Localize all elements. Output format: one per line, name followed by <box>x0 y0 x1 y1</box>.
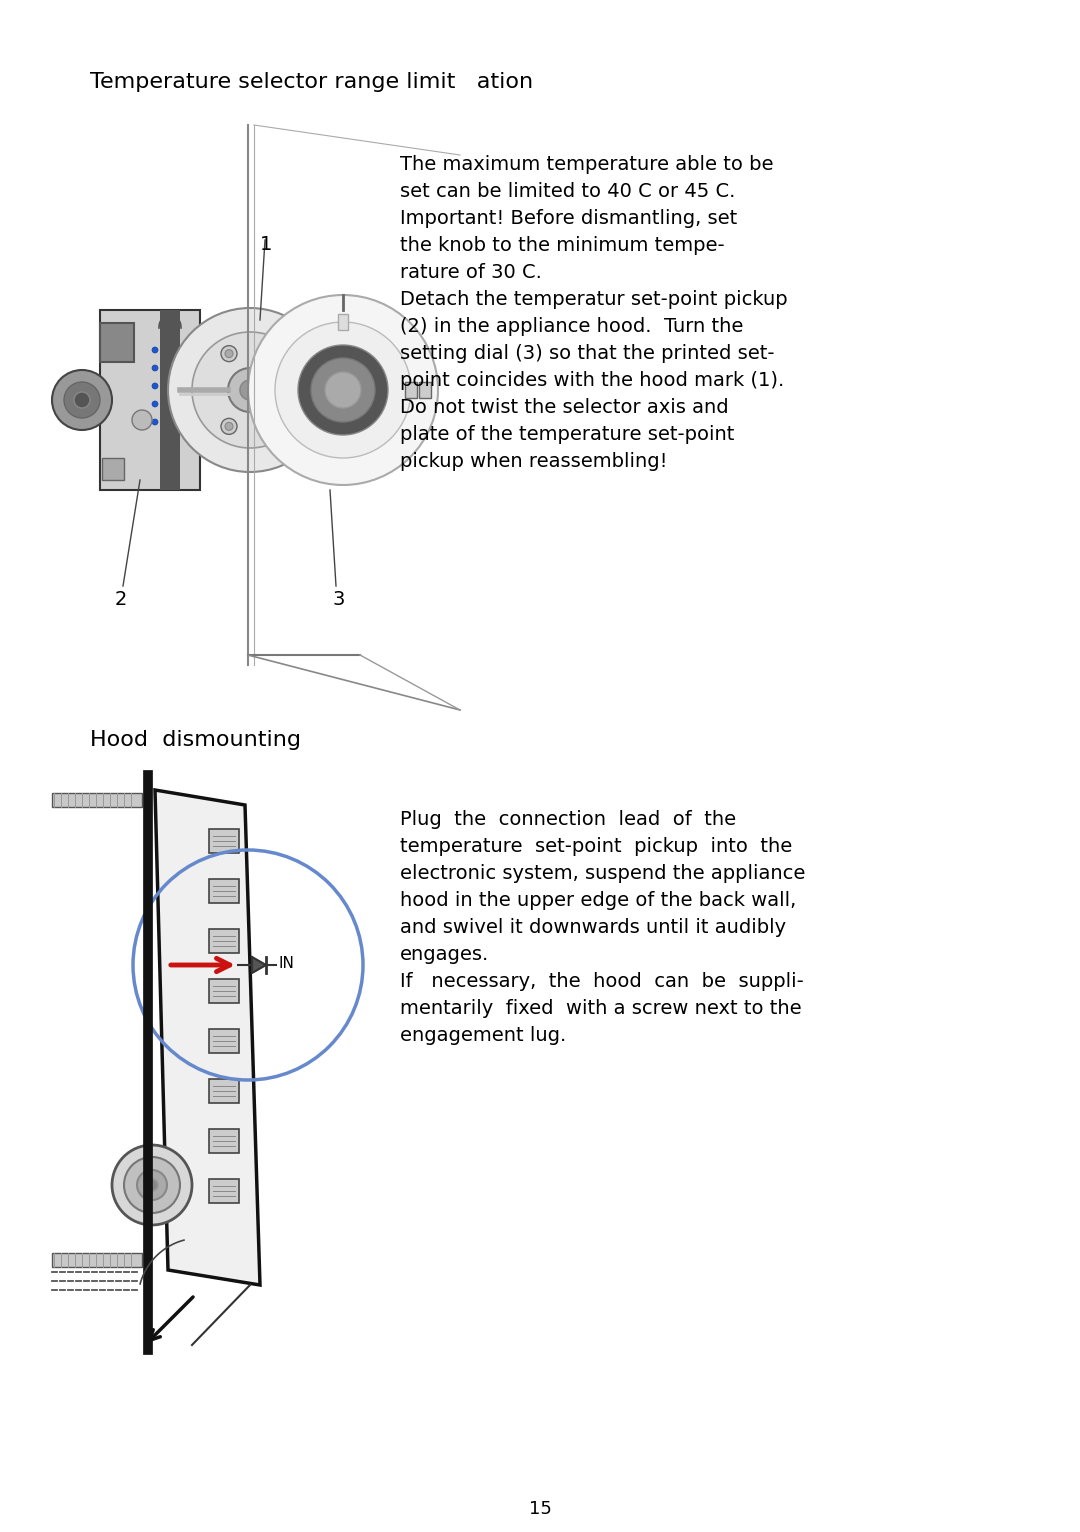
Text: If   necessary,  the  hood  can  be  suppli-: If necessary, the hood can be suppli- <box>400 971 804 991</box>
FancyBboxPatch shape <box>210 1079 239 1103</box>
FancyBboxPatch shape <box>210 1180 239 1203</box>
Circle shape <box>221 346 237 362</box>
FancyBboxPatch shape <box>210 879 239 902</box>
Text: 2: 2 <box>114 590 127 610</box>
Circle shape <box>124 1157 180 1213</box>
Text: (2) in the appliance hood.  Turn the: (2) in the appliance hood. Turn the <box>400 317 743 336</box>
Circle shape <box>325 372 361 408</box>
Circle shape <box>152 348 158 352</box>
Circle shape <box>282 408 291 415</box>
Circle shape <box>75 392 90 408</box>
Circle shape <box>152 418 158 424</box>
Circle shape <box>225 423 233 430</box>
Circle shape <box>137 1170 167 1200</box>
Circle shape <box>282 365 291 372</box>
Circle shape <box>228 368 272 412</box>
Polygon shape <box>156 791 260 1285</box>
Text: The maximum temperature able to be: The maximum temperature able to be <box>400 155 773 175</box>
FancyBboxPatch shape <box>419 381 431 398</box>
Text: and swivel it downwards until it audibly: and swivel it downwards until it audibly <box>400 918 786 938</box>
Text: set can be limited to 40 C or 45 C.: set can be limited to 40 C or 45 C. <box>400 182 735 201</box>
FancyBboxPatch shape <box>210 1030 239 1052</box>
Text: engages.: engages. <box>400 945 489 964</box>
Circle shape <box>221 418 237 435</box>
FancyBboxPatch shape <box>338 314 348 329</box>
Circle shape <box>64 381 100 418</box>
Text: point coincides with the hood mark (1).: point coincides with the hood mark (1). <box>400 371 784 391</box>
Text: mentarily  fixed  with a screw next to the: mentarily fixed with a screw next to the <box>400 999 801 1017</box>
Circle shape <box>240 380 260 400</box>
Circle shape <box>192 332 308 447</box>
Text: Temperature selector range limit   ation: Temperature selector range limit ation <box>90 72 534 92</box>
Text: 3: 3 <box>332 590 345 610</box>
Text: pickup when reassembling!: pickup when reassembling! <box>400 452 667 470</box>
FancyBboxPatch shape <box>210 928 239 953</box>
Text: engagement lug.: engagement lug. <box>400 1026 566 1045</box>
Circle shape <box>146 1180 158 1190</box>
Text: 15: 15 <box>528 1500 552 1518</box>
Circle shape <box>132 411 152 430</box>
Text: Do not twist the selector axis and: Do not twist the selector axis and <box>400 398 729 417</box>
FancyBboxPatch shape <box>100 323 134 362</box>
Circle shape <box>152 365 158 371</box>
Circle shape <box>152 401 158 408</box>
FancyBboxPatch shape <box>405 381 417 398</box>
FancyBboxPatch shape <box>210 829 239 853</box>
Circle shape <box>298 345 388 435</box>
Text: plate of the temperature set-point: plate of the temperature set-point <box>400 424 734 444</box>
Text: the knob to the minimum tempe-: the knob to the minimum tempe- <box>400 236 725 254</box>
Text: Detach the temperatur set-point pickup: Detach the temperatur set-point pickup <box>400 290 787 309</box>
Text: Hood  dismounting: Hood dismounting <box>90 731 301 751</box>
Circle shape <box>168 308 332 472</box>
Text: Important! Before dismantling, set: Important! Before dismantling, set <box>400 208 738 228</box>
Text: temperature  set-point  pickup  into  the: temperature set-point pickup into the <box>400 836 793 856</box>
Circle shape <box>152 383 158 389</box>
Text: Plug  the  connection  lead  of  the: Plug the connection lead of the <box>400 810 737 829</box>
FancyBboxPatch shape <box>210 979 239 1003</box>
Circle shape <box>52 371 112 430</box>
FancyBboxPatch shape <box>210 1129 239 1154</box>
FancyBboxPatch shape <box>102 458 124 480</box>
Text: rature of 30 C.: rature of 30 C. <box>400 264 542 282</box>
FancyBboxPatch shape <box>52 794 141 807</box>
Circle shape <box>275 322 411 458</box>
Text: 1: 1 <box>260 234 272 254</box>
Circle shape <box>279 362 295 377</box>
Text: setting dial (3) so that the printed set-: setting dial (3) so that the printed set… <box>400 345 774 363</box>
Circle shape <box>311 358 375 421</box>
FancyBboxPatch shape <box>52 1253 141 1267</box>
Polygon shape <box>252 958 266 973</box>
Text: electronic system, suspend the appliance: electronic system, suspend the appliance <box>400 864 806 882</box>
FancyBboxPatch shape <box>100 309 200 490</box>
Text: hood in the upper edge of the back wall,: hood in the upper edge of the back wall, <box>400 892 796 910</box>
Circle shape <box>248 296 438 486</box>
Circle shape <box>279 403 295 418</box>
Circle shape <box>225 349 233 357</box>
Circle shape <box>112 1144 192 1226</box>
Text: IN: IN <box>278 956 294 971</box>
FancyBboxPatch shape <box>160 309 180 490</box>
